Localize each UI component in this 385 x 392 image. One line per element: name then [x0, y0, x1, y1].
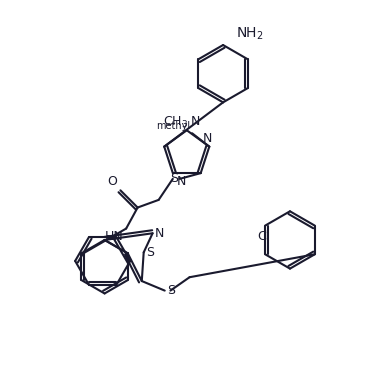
Text: NH$_2$: NH$_2$	[236, 25, 264, 42]
Text: methyl: methyl	[156, 122, 190, 131]
Text: CH$_3$: CH$_3$	[163, 115, 188, 130]
Text: S: S	[170, 172, 178, 185]
Text: HN: HN	[104, 230, 123, 243]
Text: N: N	[177, 175, 186, 188]
Text: Cl: Cl	[257, 230, 270, 243]
Text: S: S	[167, 284, 175, 297]
Text: N: N	[191, 115, 200, 128]
Text: O: O	[107, 175, 117, 189]
Text: N: N	[203, 132, 212, 145]
Text: N: N	[155, 227, 164, 240]
Text: S: S	[146, 246, 154, 259]
